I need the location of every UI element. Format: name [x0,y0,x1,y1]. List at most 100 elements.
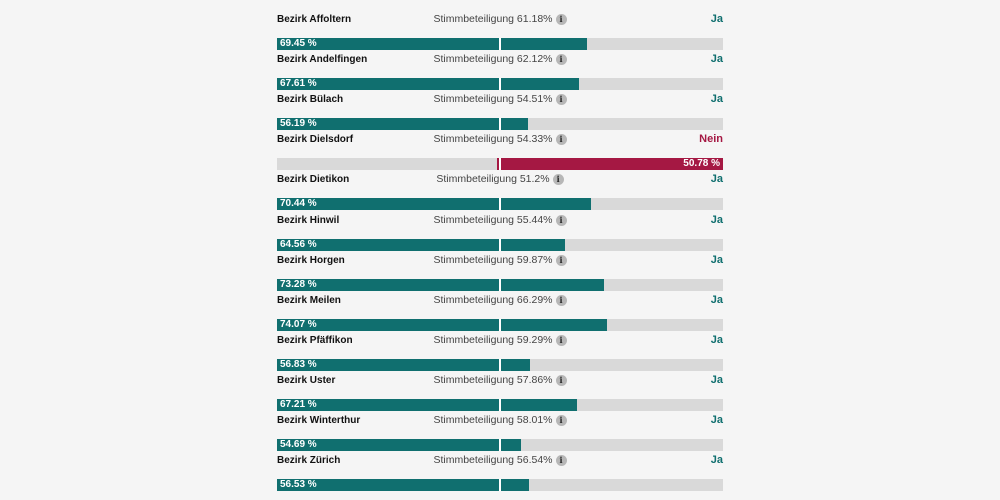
yes-share-fill [277,118,528,131]
info-icon[interactable]: i [555,14,567,25]
share-value-label: 64.56 % [280,238,317,250]
majority-line [499,479,501,492]
result-label: Ja [710,333,723,346]
district-name: Bezirk Bülach [277,94,344,106]
share-value-label: 73.28 % [280,278,317,290]
result-label: Ja [710,293,723,306]
majority-line [499,358,501,371]
info-icon[interactable]: i [555,374,567,386]
turnout-label: Stimmbeteiligung 58.01% i [277,414,723,426]
info-icon[interactable]: i [555,94,567,106]
share-value-label: 56.83 % [280,358,317,370]
district-row: Bezirk Bülach Stimmbeteiligung 54.51% i Ja 5… [277,91,723,131]
result-label: Ja [710,93,723,106]
yes-share-fill [277,78,579,91]
info-icon[interactable]: i [555,214,567,226]
result-bar: 50.78 % [277,158,723,171]
yes-share-fill [277,398,577,411]
yes-share-fill [277,358,530,371]
result-bar: 56.53 % [277,479,723,492]
row-header: Bezirk Pfäffikon Stimmbeteiligung 59.29% i… [277,332,723,348]
turnout-text: Stimmbeteiligung 57.86% [433,373,553,386]
share-value-label: 74.07 % [280,318,317,330]
share-value-label: 67.21 % [280,398,317,410]
info-icon[interactable]: i [555,254,567,266]
yes-share-fill [277,38,587,50]
yes-share-fill [277,479,529,492]
info-icon[interactable]: i [555,334,567,346]
info-icon[interactable]: i [555,294,567,306]
result-bar: 70.44 % [277,198,723,211]
result-bar: 56.83 % [277,358,723,371]
result-bar: 54.69 % [277,439,723,451]
turnout-text: Stimmbeteiligung 51.2% [436,173,550,186]
district-name: Bezirk Horgen [277,254,345,266]
district-row: Bezirk Zürich Stimmbeteiligung 56.54% i Ja 5… [277,452,723,492]
row-header: Bezirk Hinwil Stimmbeteiligung 55.44% i Ja [277,212,723,228]
majority-line [499,238,501,251]
row-header: Bezirk Affoltern Stimmbeteiligung 61.18% i… [277,11,723,27]
info-icon[interactable]: i [555,415,567,426]
district-name: Bezirk Dielsdorf [277,134,354,146]
turnout-text: Stimmbeteiligung 54.51% [433,93,553,106]
result-label: Ja [710,454,723,467]
turnout-label: Stimmbeteiligung 56.54% i [277,454,723,467]
turnout-label: Stimmbeteiligung 61.18% i [277,13,723,25]
district-row: Bezirk Pfäffikon Stimmbeteiligung 59.29% i… [277,332,723,372]
district-name: Bezirk Uster [277,374,336,386]
turnout-text: Stimmbeteiligung 66.29% [433,293,553,306]
majority-line [499,398,501,411]
yes-share-fill [277,439,521,451]
share-value-label: 56.53 % [280,479,317,491]
majority-line [499,38,501,50]
district-row: Bezirk Winterthur Stimmbeteiligung 58.01%… [277,412,723,452]
turnout-label: Stimmbeteiligung 57.86% i [277,374,723,386]
result-bar: 74.07 % [277,318,723,331]
info-icon[interactable]: i [555,54,567,66]
district-row: Bezirk Meilen Stimmbeteiligung 66.29% i Ja 7… [277,292,723,332]
share-value-label: 56.19 % [280,118,317,130]
row-header: Bezirk Horgen Stimmbeteiligung 59.87% i Ja [277,252,723,268]
share-value-label: 54.69 % [280,439,317,450]
turnout-text: Stimmbeteiligung 61.18% [433,13,553,25]
district-name: Bezirk Pfäffikon [277,334,353,346]
result-bar: 69.45 % [277,38,723,50]
result-bar: 73.28 % [277,278,723,291]
share-value-label: 69.45 % [280,38,317,49]
turnout-label: Stimmbeteiligung 62.12% i [277,53,723,66]
row-header: Bezirk Bülach Stimmbeteiligung 54.51% i Ja [277,91,723,107]
info-icon[interactable]: i [552,174,564,186]
turnout-label: Stimmbeteiligung 55.44% i [277,214,723,226]
yes-share-fill [277,198,591,211]
district-row: Bezirk Affoltern Stimmbeteiligung 61.18% i… [277,11,723,51]
turnout-label: Stimmbeteiligung 54.33% i [277,133,723,146]
majority-line [499,78,501,91]
result-label: Nein [699,133,723,146]
result-label: Ja [710,253,723,266]
result-bar: 64.56 % [277,238,723,251]
district-row: Bezirk Dielsdorf Stimmbeteiligung 54.33% i… [277,131,723,171]
majority-line [499,118,501,131]
info-icon[interactable]: i [555,455,567,467]
share-value-label: 70.44 % [280,198,317,210]
no-share-fill [497,158,723,171]
info-icon[interactable]: i [555,134,567,146]
row-header: Bezirk Andelfingen Stimmbeteiligung 62.12… [277,51,723,67]
turnout-text: Stimmbeteiligung 58.01% [433,414,553,426]
district-name: Bezirk Dietikon [277,174,350,186]
district-row: Bezirk Hinwil Stimmbeteiligung 55.44% i Ja 6… [277,212,723,252]
turnout-text: Stimmbeteiligung 62.12% [433,53,553,66]
result-bar: 67.61 % [277,78,723,91]
share-value-label: 67.61 % [280,78,317,90]
turnout-text: Stimmbeteiligung 56.54% [433,454,553,467]
district-row: Bezirk Andelfingen Stimmbeteiligung 62.12… [277,51,723,91]
row-header: Bezirk Uster Stimmbeteiligung 57.86% i Ja [277,372,723,388]
district-row: Bezirk Horgen Stimmbeteiligung 59.87% i Ja 7… [277,252,723,292]
result-label: Ja [710,373,723,386]
majority-line [499,158,501,171]
result-label: Ja [710,13,723,25]
row-header: Bezirk Dietikon Stimmbeteiligung 51.2% i Ja [277,171,723,187]
district-row: Bezirk Dietikon Stimmbeteiligung 51.2% i Ja… [277,171,723,211]
yes-share-fill [277,318,607,331]
turnout-label: Stimmbeteiligung 51.2% i [277,173,723,186]
